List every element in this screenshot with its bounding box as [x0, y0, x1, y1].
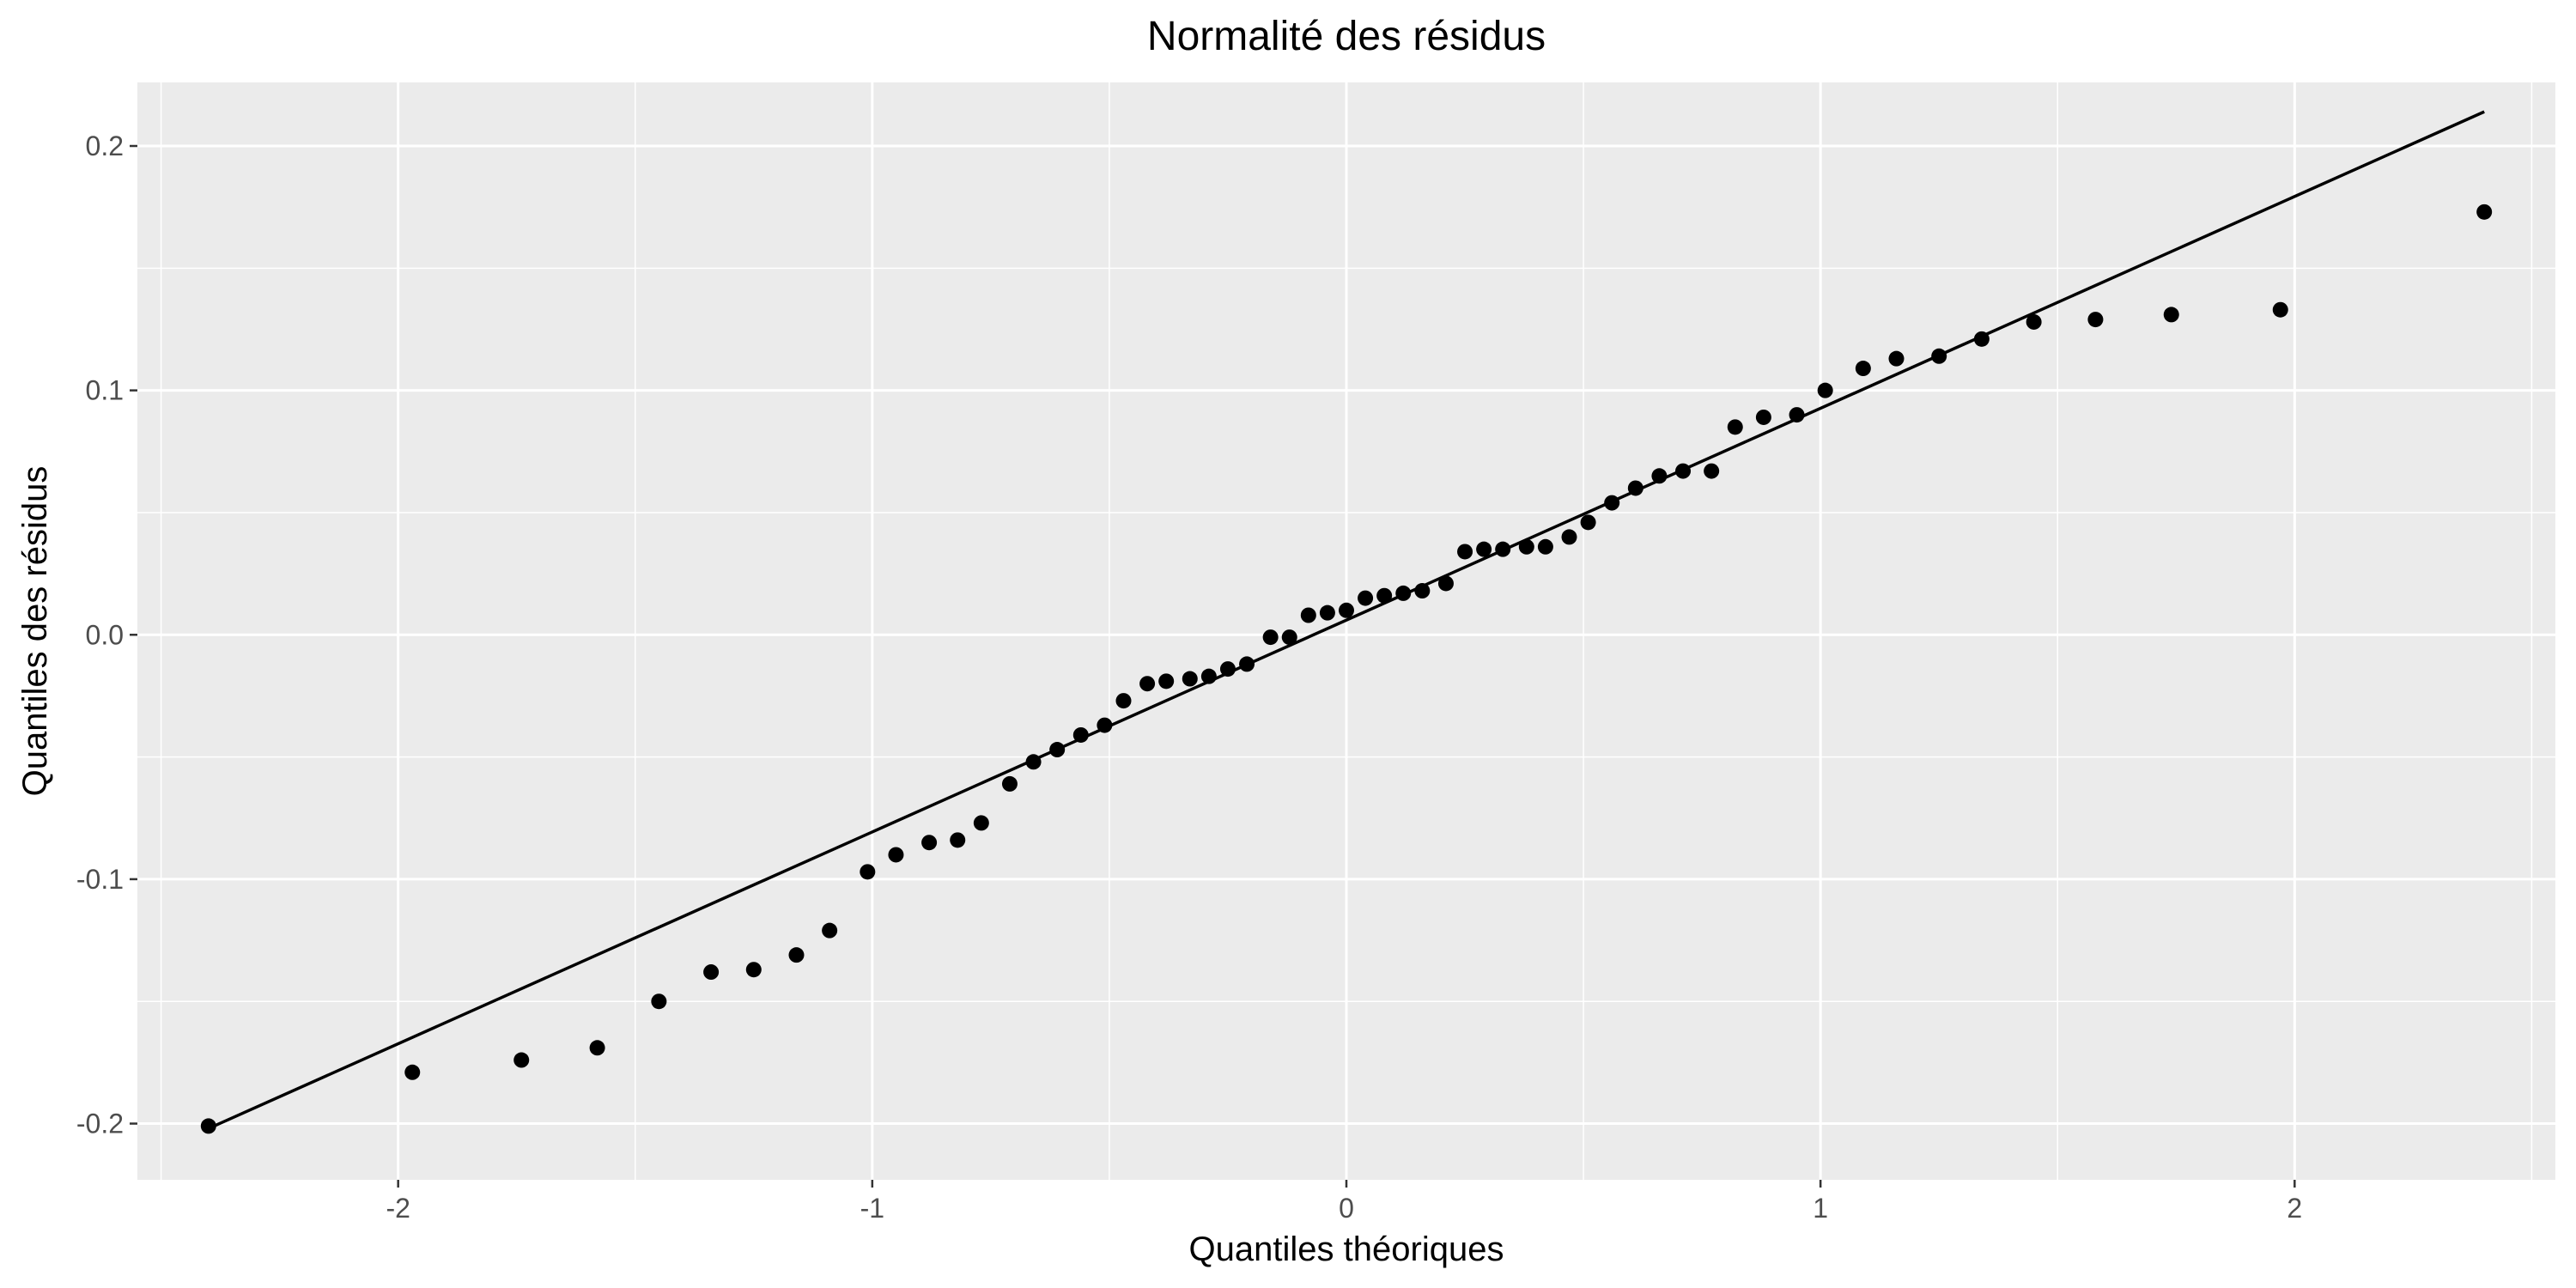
data-point: [1931, 348, 1947, 364]
y-tick-label: -0.2: [76, 1109, 124, 1139]
data-point: [1097, 717, 1113, 733]
data-point: [1049, 742, 1066, 758]
data-point: [1476, 541, 1492, 557]
data-point: [1281, 629, 1297, 646]
data-point: [1888, 350, 1905, 367]
data-point: [1025, 754, 1042, 770]
data-point: [1704, 463, 1720, 479]
data-point: [1675, 463, 1692, 479]
data-point: [1200, 668, 1217, 684]
data-point: [1239, 656, 1255, 672]
data-point: [1817, 382, 1833, 398]
x-tick-label: -2: [386, 1193, 410, 1224]
data-point: [1457, 544, 1473, 560]
y-tick-label: 0.0: [86, 619, 124, 650]
data-point: [1319, 605, 1335, 621]
data-point: [1158, 673, 1175, 690]
data-point: [1580, 514, 1596, 531]
x-tick-label: 2: [2287, 1193, 2302, 1224]
data-point: [2476, 204, 2493, 220]
data-point: [1789, 407, 1805, 423]
data-point: [822, 922, 838, 939]
data-point: [1376, 587, 1393, 604]
data-point: [1518, 538, 1534, 555]
data-point: [1219, 661, 1236, 677]
data-point: [745, 962, 762, 978]
data-point: [2163, 307, 2179, 323]
data-point: [1182, 671, 1198, 687]
y-tick-label: -0.1: [76, 864, 124, 895]
chart-title: Normalité des résidus: [1147, 14, 1546, 59]
y-axis-ticks: -0.2 -0.1 0.0 0.1 0.2: [76, 131, 137, 1139]
data-point: [1001, 775, 1018, 792]
data-point: [1855, 361, 1871, 377]
data-point: [513, 1052, 530, 1068]
data-point: [1339, 602, 1354, 618]
data-point: [2272, 301, 2288, 318]
data-point: [1414, 583, 1431, 599]
data-point: [1627, 480, 1643, 496]
grid-major: [137, 82, 2555, 1180]
data-point: [1395, 585, 1412, 601]
data-point: [921, 835, 938, 851]
y-tick-label: 0.2: [86, 131, 124, 161]
data-point: [1495, 541, 1511, 557]
data-point: [703, 964, 720, 981]
x-tick-label: 1: [1813, 1193, 1828, 1224]
data-point: [1604, 495, 1620, 511]
data-point: [1651, 468, 1668, 484]
data-point: [1358, 590, 1374, 606]
data-point: [2026, 313, 2042, 330]
data-point: [1755, 409, 1771, 425]
data-point: [1115, 693, 1132, 709]
data-point: [973, 815, 989, 831]
data-point: [950, 832, 966, 848]
y-tick-label: 0.1: [86, 375, 124, 406]
x-tick-label: -1: [860, 1193, 884, 1224]
data-point: [1973, 331, 1990, 347]
x-axis-title: Quantiles théoriques: [1189, 1230, 1504, 1268]
data-point: [1262, 629, 1279, 646]
data-point: [1561, 529, 1577, 545]
x-axis-ticks: -2 -1 0 1 2: [386, 1180, 2302, 1224]
data-point: [1139, 676, 1156, 692]
data-point: [1300, 607, 1316, 623]
data-point: [2087, 312, 2104, 328]
data-point: [1437, 575, 1454, 592]
data-point: [404, 1064, 421, 1080]
x-tick-label: 0: [1339, 1193, 1354, 1224]
data-point: [888, 847, 904, 863]
data-point: [200, 1118, 216, 1134]
data-point: [860, 864, 876, 880]
y-axis-title: Quantiles des résidus: [16, 466, 54, 797]
data-point: [589, 1040, 605, 1056]
data-point: [1537, 538, 1553, 555]
data-point: [1727, 419, 1743, 435]
reference-line: [208, 110, 2485, 1130]
data-point: [1072, 726, 1089, 743]
data-point: [651, 993, 667, 1010]
data-point: [788, 947, 805, 963]
data-points: [200, 204, 2493, 1134]
